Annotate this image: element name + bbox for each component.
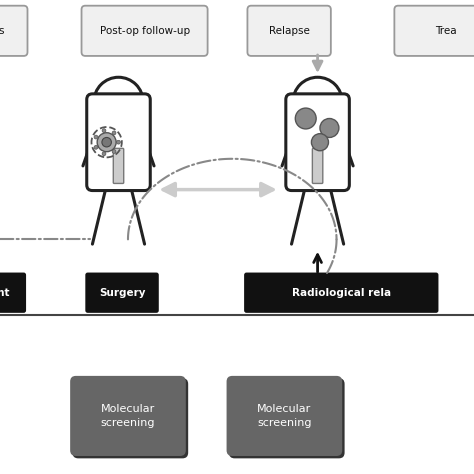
Circle shape	[112, 150, 116, 154]
FancyBboxPatch shape	[85, 273, 159, 313]
Text: Radiological rela: Radiological rela	[292, 288, 391, 298]
FancyBboxPatch shape	[394, 6, 474, 56]
FancyBboxPatch shape	[0, 273, 26, 313]
Text: Post-op follow-up: Post-op follow-up	[100, 26, 190, 36]
FancyBboxPatch shape	[227, 376, 342, 456]
Circle shape	[94, 146, 98, 149]
FancyBboxPatch shape	[0, 6, 27, 56]
Text: Surgery: Surgery	[99, 288, 146, 298]
Text: Molecular
screening: Molecular screening	[257, 404, 311, 428]
FancyBboxPatch shape	[113, 148, 124, 183]
Circle shape	[97, 133, 116, 152]
Circle shape	[102, 129, 106, 133]
FancyBboxPatch shape	[286, 94, 349, 191]
Circle shape	[102, 152, 106, 155]
Text: is: is	[0, 26, 4, 36]
Circle shape	[102, 137, 111, 147]
Circle shape	[320, 118, 339, 137]
Circle shape	[94, 135, 98, 139]
FancyBboxPatch shape	[244, 273, 438, 313]
FancyBboxPatch shape	[312, 148, 323, 183]
Text: Trea: Trea	[435, 26, 456, 36]
FancyBboxPatch shape	[87, 94, 150, 191]
FancyBboxPatch shape	[247, 6, 331, 56]
FancyBboxPatch shape	[70, 376, 186, 456]
Circle shape	[94, 77, 143, 127]
FancyBboxPatch shape	[73, 378, 188, 458]
Text: Molecular
screening: Molecular screening	[101, 404, 155, 428]
FancyBboxPatch shape	[229, 378, 345, 458]
Circle shape	[112, 131, 116, 135]
Circle shape	[293, 77, 342, 127]
Circle shape	[311, 134, 328, 151]
Text: Relapse: Relapse	[269, 26, 310, 36]
Circle shape	[117, 140, 120, 144]
Text: ent: ent	[0, 288, 10, 298]
Circle shape	[295, 108, 316, 129]
FancyBboxPatch shape	[82, 6, 208, 56]
